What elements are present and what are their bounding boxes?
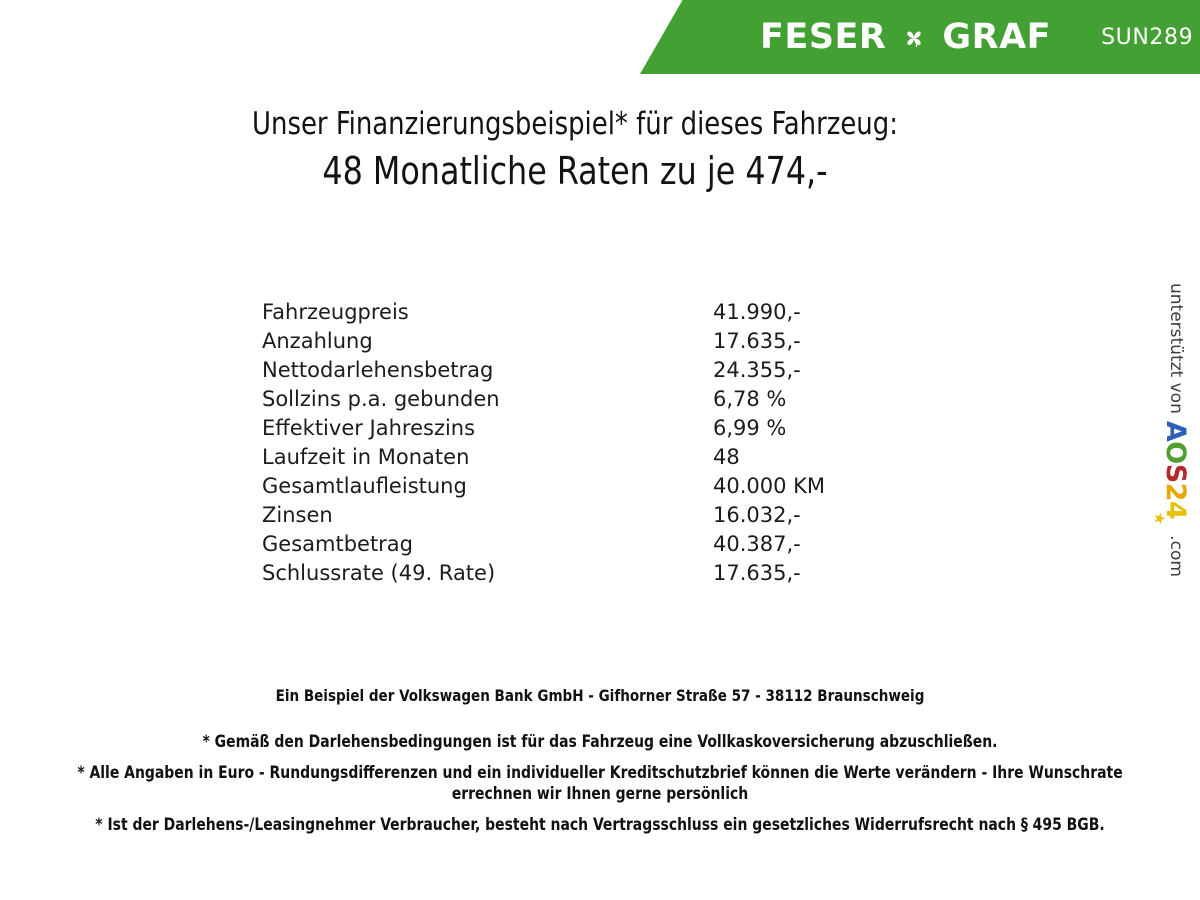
row-value: 24.355,- [713, 358, 801, 382]
row-value: 17.635,- [713, 329, 801, 353]
row-value: 40.387,- [713, 532, 801, 556]
table-row: Nettodarlehensbetrag 24.355,- [262, 358, 882, 387]
bank-disclaimer: Ein Beispiel der Volkswagen Bank GmbH - … [275, 686, 925, 705]
table-row: Fahrzeugpreis 41.990,- [262, 300, 882, 329]
row-label: Schlussrate (49. Rate) [262, 561, 496, 585]
row-label: Gesamtlaufleistung [262, 474, 467, 498]
footnotes: * Gemäß den Darlehensbedingungen ist für… [0, 731, 1200, 836]
headline-block: Unser Finanzierungsbeispiel* für dieses … [0, 105, 1150, 196]
row-value: 16.032,- [713, 503, 801, 527]
aos-digit-2: 2 [1160, 482, 1192, 501]
clover-icon [899, 23, 929, 53]
row-label: Fahrzeugpreis [262, 300, 409, 324]
brand-logo: FESER GRAF [760, 16, 1052, 57]
row-value: 40.000 KM [713, 474, 826, 498]
aos-letter-a: A [1160, 420, 1192, 442]
aos-letter-o: O [1160, 441, 1192, 464]
table-row: Sollzins p.a. gebunden 6,78 % [262, 387, 882, 416]
header-banner: FESER GRAF SUN289 [0, 0, 1200, 74]
footnote-item: * Ist der Darlehens-/Leasingnehmer Verbr… [95, 815, 1105, 835]
table-row: Zinsen 16.032,- [262, 503, 882, 532]
page-subtitle: 48 Monatliche Raten zu je 474,- [322, 148, 828, 193]
row-value: 6,99 % [713, 416, 787, 440]
header-content: FESER GRAF SUN289 [640, 0, 1200, 74]
page-title: Unser Finanzierungsbeispiel* für dieses … [252, 106, 898, 142]
table-row: Laufzeit in Monaten 48 [262, 445, 882, 474]
header-green-shape [640, 0, 1200, 74]
row-label: Zinsen [262, 503, 333, 527]
row-value: 48 [713, 445, 740, 469]
aos-letter-s: S [1160, 463, 1192, 483]
footer-block: Ein Beispiel der Volkswagen Bank GmbH - … [0, 686, 1200, 836]
brand-name-graf: GRAF [942, 16, 1052, 57]
table-row: Anzahlung 17.635,- [262, 329, 882, 358]
row-label: Nettodarlehensbetrag [262, 358, 494, 382]
row-label: Effektiver Jahreszins [262, 416, 476, 440]
footnote-item: * Gemäß den Darlehensbedingungen ist für… [202, 731, 998, 751]
row-label: Gesamtbetrag [262, 532, 414, 556]
row-label: Laufzeit in Monaten [262, 445, 470, 469]
row-label: Anzahlung [262, 329, 373, 353]
sponsor-domain-label: .com [1166, 535, 1186, 577]
table-row: Schlussrate (49. Rate) 17.635,- [262, 561, 882, 590]
table-row: Gesamtlaufleistung 40.000 KM [262, 474, 882, 503]
row-label: Sollzins p.a. gebunden [262, 387, 500, 411]
brand-name-feser: FESER [760, 16, 887, 57]
finance-table: Fahrzeugpreis 41.990,- Anzahlung 17.635,… [262, 300, 882, 590]
row-value: 6,78 % [713, 387, 787, 411]
dealer-code: SUN289 [1101, 24, 1194, 50]
sponsor-prefix-label: unterstützt von [1166, 283, 1186, 414]
footnote-item: * Alle Angaben in Euro - Rundungsdiffere… [77, 762, 1123, 804]
star-icon [1155, 512, 1178, 525]
table-row: Effektiver Jahreszins 6,99 % [262, 416, 882, 445]
row-value: 41.990,- [713, 300, 801, 324]
table-row: Gesamtbetrag 40.387,- [262, 532, 882, 561]
row-value: 17.635,- [713, 561, 801, 585]
